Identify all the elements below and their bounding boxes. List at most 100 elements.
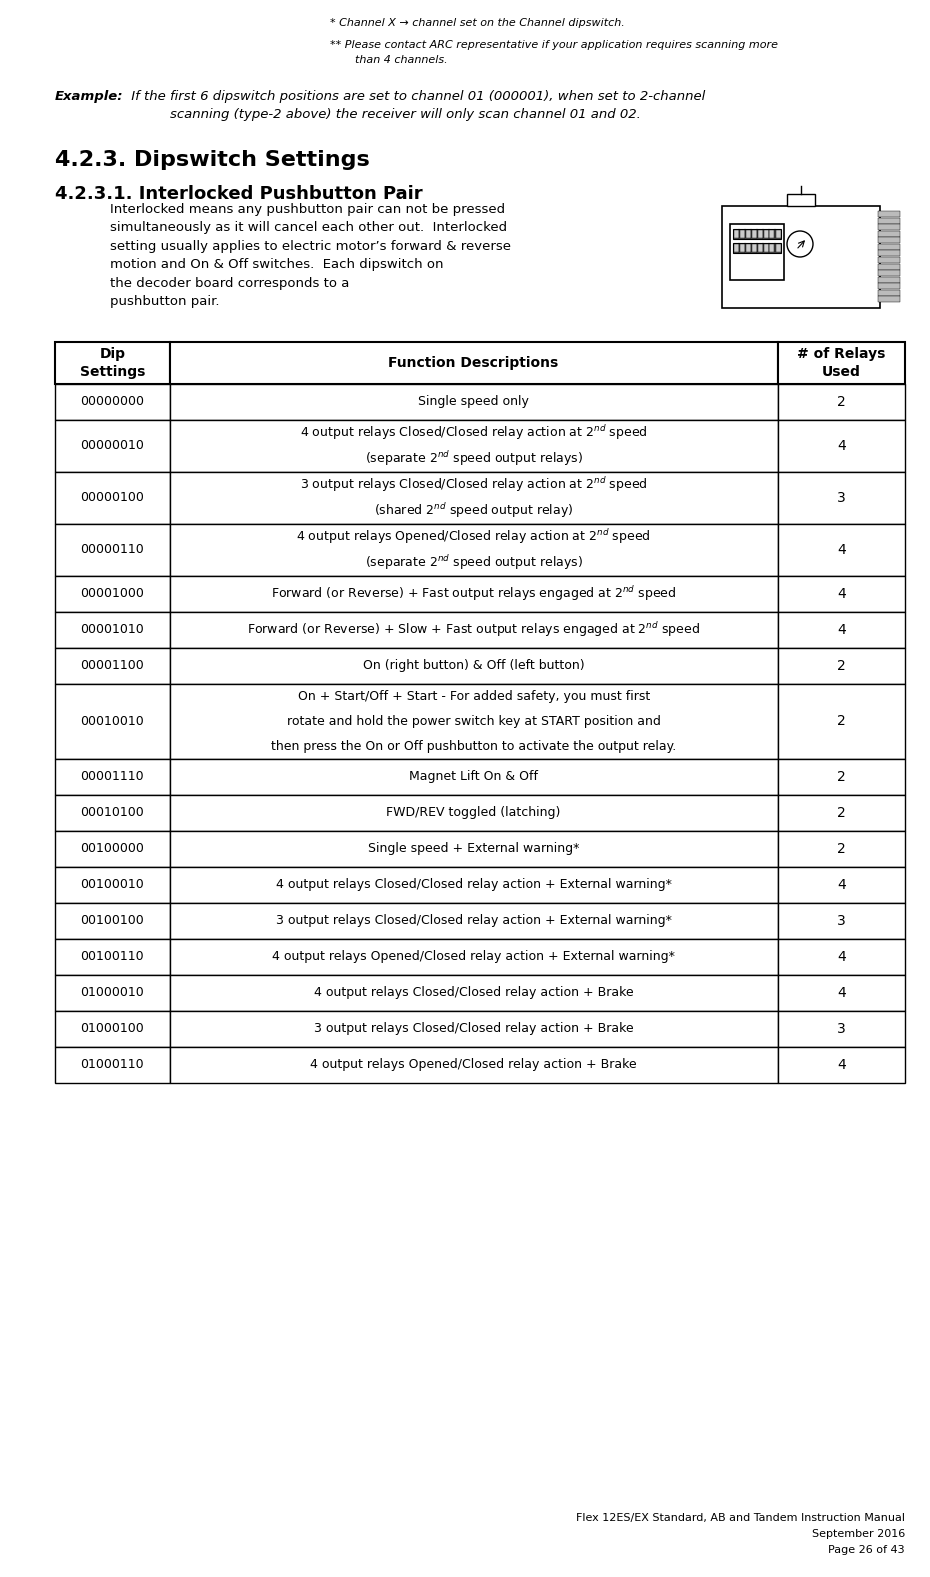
Text: Magnet Lift On & Off: Magnet Lift On & Off bbox=[409, 771, 538, 784]
Text: 4: 4 bbox=[837, 623, 845, 637]
Bar bbox=[878, 257, 900, 263]
Bar bbox=[777, 938, 905, 975]
Text: rotate and hold the power switch key at START position and: rotate and hold the power switch key at … bbox=[286, 714, 660, 729]
Bar bbox=[170, 648, 777, 684]
Bar bbox=[55, 576, 170, 612]
Text: 4: 4 bbox=[837, 986, 845, 1000]
Bar bbox=[777, 831, 905, 867]
Text: 00000110: 00000110 bbox=[81, 544, 144, 557]
Bar bbox=[170, 419, 777, 472]
Text: 00010100: 00010100 bbox=[81, 806, 144, 820]
Bar bbox=[758, 244, 763, 252]
Text: setting usually applies to electric motor’s forward & reverse: setting usually applies to electric moto… bbox=[110, 240, 511, 252]
Bar bbox=[730, 224, 784, 281]
Bar bbox=[746, 230, 751, 238]
Bar bbox=[734, 230, 738, 238]
Text: 00000100: 00000100 bbox=[80, 492, 144, 505]
Bar bbox=[751, 244, 756, 252]
Bar bbox=[55, 904, 170, 938]
Bar bbox=[878, 251, 900, 257]
Bar bbox=[55, 831, 170, 867]
Bar bbox=[733, 243, 781, 252]
Text: 4 output relays Opened/Closed relay action + Brake: 4 output relays Opened/Closed relay acti… bbox=[311, 1058, 637, 1071]
Text: 00000000: 00000000 bbox=[80, 396, 144, 408]
Bar bbox=[733, 229, 781, 240]
Bar bbox=[777, 648, 905, 684]
Text: 01000110: 01000110 bbox=[81, 1058, 144, 1071]
Text: Example:: Example: bbox=[55, 90, 124, 103]
Bar bbox=[55, 938, 170, 975]
Bar bbox=[764, 244, 768, 252]
Bar bbox=[777, 612, 905, 648]
Bar bbox=[55, 648, 170, 684]
Text: 3: 3 bbox=[837, 1022, 845, 1036]
Text: 00010010: 00010010 bbox=[81, 714, 144, 729]
Bar bbox=[55, 342, 170, 385]
Text: * Channel X → channel set on the Channel dipswitch.: * Channel X → channel set on the Channel… bbox=[330, 17, 625, 28]
Bar bbox=[170, 472, 777, 524]
Text: motion and On & Off switches.  Each dipswitch on: motion and On & Off switches. Each dipsw… bbox=[110, 259, 444, 271]
Bar bbox=[787, 194, 815, 207]
Bar bbox=[722, 207, 880, 308]
Text: 3 output relays Closed/Closed relay action at 2$^{nd}$ speed: 3 output relays Closed/Closed relay acti… bbox=[299, 476, 647, 495]
Bar bbox=[777, 385, 905, 419]
Text: Page 26 of 43: Page 26 of 43 bbox=[829, 1545, 905, 1555]
Bar bbox=[170, 795, 777, 831]
Circle shape bbox=[787, 230, 813, 257]
Bar bbox=[764, 230, 768, 238]
Text: 3 output relays Closed/Closed relay action + Brake: 3 output relays Closed/Closed relay acti… bbox=[313, 1022, 633, 1036]
Text: 4 output relays Closed/Closed relay action + Brake: 4 output relays Closed/Closed relay acti… bbox=[313, 987, 633, 1000]
Text: the decoder board corresponds to a: the decoder board corresponds to a bbox=[110, 278, 350, 290]
Bar bbox=[55, 385, 170, 419]
Bar bbox=[777, 684, 905, 759]
Text: 01000100: 01000100 bbox=[81, 1022, 144, 1036]
Text: If the first 6 dipswitch positions are set to channel 01 (000001), when set to 2: If the first 6 dipswitch positions are s… bbox=[127, 90, 705, 103]
Bar bbox=[55, 612, 170, 648]
Text: On + Start/Off + Start - For added safety, you must first: On + Start/Off + Start - For added safet… bbox=[298, 691, 650, 703]
Bar bbox=[777, 1047, 905, 1083]
Bar bbox=[170, 524, 777, 576]
Bar bbox=[55, 795, 170, 831]
Bar bbox=[751, 230, 756, 238]
Text: 2: 2 bbox=[837, 394, 845, 408]
Text: On (right button) & Off (left button): On (right button) & Off (left button) bbox=[363, 659, 584, 672]
Text: 4: 4 bbox=[837, 542, 845, 557]
Text: Single speed only: Single speed only bbox=[418, 396, 529, 408]
Bar bbox=[777, 419, 905, 472]
Bar bbox=[777, 342, 905, 385]
Bar bbox=[878, 296, 900, 303]
Text: 00100100: 00100100 bbox=[81, 915, 144, 927]
Text: than 4 channels.: than 4 channels. bbox=[355, 55, 447, 65]
Text: scanning (type-2 above) the receiver will only scan channel 01 and 02.: scanning (type-2 above) the receiver wil… bbox=[170, 107, 641, 121]
Bar bbox=[55, 1011, 170, 1047]
Bar bbox=[777, 576, 905, 612]
Bar bbox=[55, 867, 170, 904]
Bar bbox=[170, 759, 777, 795]
Text: 4: 4 bbox=[837, 878, 845, 893]
Bar bbox=[758, 230, 763, 238]
Text: ** Please contact ARC representative if your application requires scanning more: ** Please contact ARC representative if … bbox=[330, 39, 778, 50]
Text: simultaneously as it will cancel each other out.  Interlocked: simultaneously as it will cancel each ot… bbox=[110, 221, 507, 235]
Text: 4 output relays Opened/Closed relay action + External warning*: 4 output relays Opened/Closed relay acti… bbox=[272, 951, 675, 964]
Text: (separate 2$^{nd}$ speed output relays): (separate 2$^{nd}$ speed output relays) bbox=[365, 449, 583, 468]
Text: 00100010: 00100010 bbox=[81, 878, 144, 891]
Text: 3: 3 bbox=[837, 915, 845, 927]
Bar bbox=[777, 867, 905, 904]
Text: 2: 2 bbox=[837, 659, 845, 673]
Bar bbox=[55, 524, 170, 576]
Text: Function Descriptions: Function Descriptions bbox=[389, 356, 559, 371]
Bar bbox=[878, 244, 900, 249]
Text: FWD/REV toggled (latching): FWD/REV toggled (latching) bbox=[387, 806, 561, 820]
Text: Dip
Settings: Dip Settings bbox=[80, 347, 145, 378]
Text: 4.2.3.1. Interlocked Pushbutton Pair: 4.2.3.1. Interlocked Pushbutton Pair bbox=[55, 185, 422, 203]
Bar bbox=[878, 290, 900, 296]
Bar bbox=[878, 224, 900, 230]
Text: 4: 4 bbox=[837, 1058, 845, 1072]
Bar bbox=[170, 1011, 777, 1047]
Text: 00001110: 00001110 bbox=[81, 771, 144, 784]
Text: 00001010: 00001010 bbox=[81, 623, 144, 637]
Bar bbox=[55, 759, 170, 795]
Bar bbox=[878, 211, 900, 218]
Text: 4 output relays Closed/Closed relay action at 2$^{nd}$ speed: 4 output relays Closed/Closed relay acti… bbox=[299, 424, 647, 443]
Text: 4: 4 bbox=[837, 438, 845, 453]
